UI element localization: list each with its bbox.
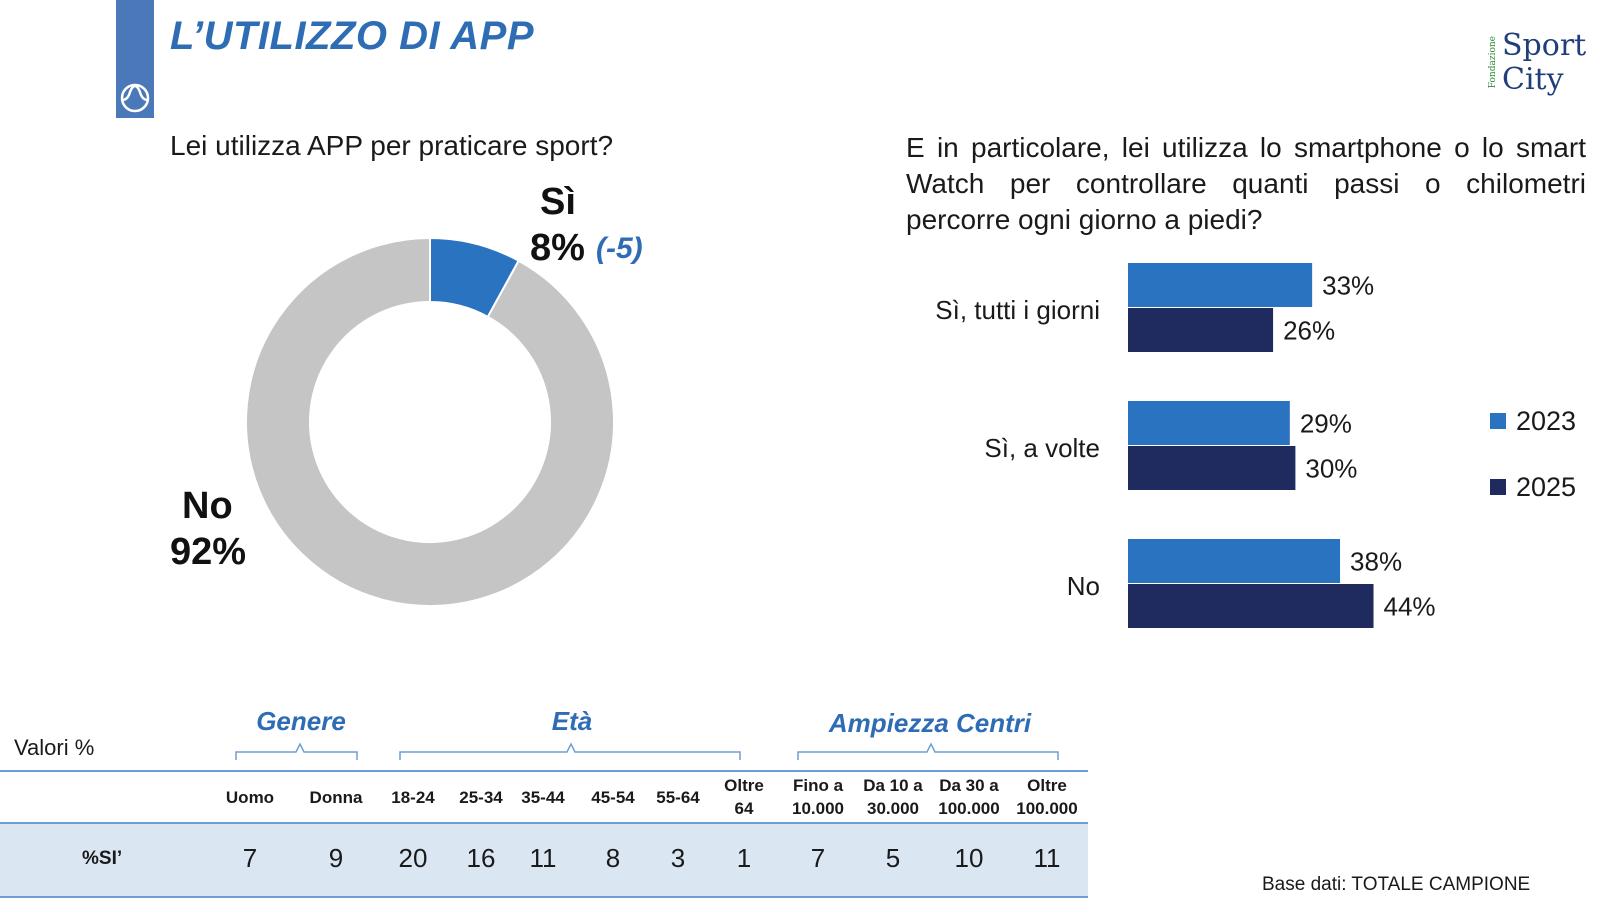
donut-chart (245, 236, 615, 607)
legend-swatch-2025 (1490, 479, 1506, 495)
bar-2023 (1128, 263, 1313, 307)
bar-2023 (1128, 401, 1290, 445)
table-column-header-line: Uomo (225, 788, 275, 807)
legend-label-2023: 2023 (1516, 405, 1577, 436)
table-column-header-line: Fino a (792, 776, 844, 795)
table-cell: 5 (885, 843, 901, 873)
table-column-header-line: 100.000 (1016, 799, 1078, 818)
table-column-header-line: Oltre (724, 776, 764, 795)
table-column-header-line: 55-64 (656, 788, 700, 807)
bar-category-label: No (1067, 571, 1100, 601)
table-column-header: 35-44 (498, 786, 588, 809)
page-title: L’UTILIZZO DI APP (170, 14, 535, 58)
pie-label-no: No (182, 485, 233, 527)
bar-category-label: Sì, a volte (984, 433, 1100, 463)
pie-delta-si: (-5) (596, 232, 643, 265)
bar-value-label: 29% (1300, 409, 1352, 439)
sport-city-logo: Fondazione Sport City (1488, 30, 1588, 102)
table-column-header: 45-54 (568, 786, 658, 809)
table-cell: 7 (810, 843, 826, 873)
group-header-ampiezza: Ampiezza Centri (828, 708, 1032, 738)
table-column-header: 18-24 (368, 786, 458, 809)
table-column-header: 55-64 (633, 786, 723, 809)
bar-2025 (1128, 584, 1374, 628)
pie-label-si: Sì (540, 181, 576, 223)
table-column-header-line: 45-54 (591, 788, 635, 807)
logo-line-1: Sport (1502, 28, 1587, 63)
left-question: Lei utilizza APP per praticare sport? (170, 130, 614, 161)
table-cell: 8 (605, 843, 621, 873)
table-column-header: Fino a 10.000 (773, 774, 863, 820)
logo-line-2: City (1502, 62, 1564, 97)
table-column-header: Donna (291, 786, 381, 809)
bar-value-label: 44% (1384, 592, 1436, 622)
brace-ampiezza (797, 742, 1059, 760)
legend-swatch-2023 (1490, 413, 1506, 429)
bar-value-label: 33% (1322, 271, 1374, 301)
table-column-header: Da 10 a 30.000 (848, 774, 938, 820)
table-cell: 3 (670, 843, 686, 873)
valori-label: Valori % (14, 735, 95, 760)
table-column-header: Uomo (205, 786, 295, 809)
group-braces (235, 742, 1059, 760)
base-dati-footnote: Base dati: TOTALE CAMPIONE (1262, 874, 1531, 895)
table-column-header-line: 35-44 (521, 788, 565, 807)
bar-value-label: 30% (1305, 454, 1357, 484)
legend-item-2023: 2023 (1490, 405, 1576, 437)
table-cell: 1 (736, 843, 752, 873)
brace-eta (399, 742, 741, 760)
group-header-eta: Età (551, 706, 593, 736)
table-column-header: Da 30 a 100.000 (924, 774, 1014, 820)
table-row-label: %SI’ (82, 848, 123, 869)
pie-value-si: 8% (530, 227, 585, 269)
table-column-header-line: 30.000 (867, 799, 919, 818)
logo-small-text: Fondazione (1488, 36, 1498, 89)
table-column-header: Oltre 100.000 (1002, 774, 1092, 820)
table-cell: 16 (466, 843, 496, 873)
bar-value-label: 38% (1350, 547, 1402, 577)
table-column-header: 25-34 (436, 786, 526, 809)
table-cell: 9 (328, 843, 344, 873)
table-column-header-line: 25-34 (459, 788, 503, 807)
table-row-bottom-rule (0, 896, 1088, 898)
table-row-band (0, 824, 1088, 898)
group-header-genere: Genere (256, 706, 346, 736)
table-column-header-line: Da 30 a (939, 776, 999, 795)
title-accent-bar (116, 0, 154, 118)
right-question: E in particolare, lei utilizza lo smartp… (906, 132, 1586, 235)
table-column-header-line: 18-24 (391, 788, 435, 807)
table-cell: 11 (529, 843, 557, 873)
bar-2025 (1128, 308, 1274, 352)
bar-2025 (1128, 446, 1296, 490)
table-cell: 10 (954, 843, 984, 873)
table-column-header: Oltre 64 (699, 774, 789, 820)
table-column-header-line: Donna (309, 788, 363, 807)
table-header-top-rule (0, 770, 1088, 772)
table-column-header-line: 10.000 (792, 799, 844, 818)
bar-2023 (1128, 539, 1341, 583)
pie-value-no: 92% (170, 531, 247, 573)
brace-genere (235, 742, 358, 760)
table-column-header-line: Oltre (1027, 776, 1067, 795)
bar-category-label: Sì, tutti i giorni (935, 295, 1100, 325)
table-column-header-line: 100.000 (938, 799, 1000, 818)
table-header-bottom-rule (0, 822, 1088, 824)
legend-item-2025: 2025 (1490, 471, 1576, 503)
bar-legend: 2023 2025 (1490, 405, 1576, 537)
bar-chart: Sì, tutti i giorni 33% 26% Sì, a volte 29% 30… (935, 263, 1436, 628)
legend-label-2025: 2025 (1516, 471, 1577, 502)
table-cell: 20 (398, 843, 428, 873)
donut-slice-no (245, 236, 615, 607)
logo-mark-icon (120, 83, 150, 113)
table-column-header-line: 64 (734, 799, 754, 818)
table-column-header-line: Da 10 a (863, 776, 923, 795)
table-cell: 7 (242, 843, 258, 873)
bar-value-label: 26% (1283, 316, 1335, 346)
table-cell: 11 (1033, 843, 1061, 873)
